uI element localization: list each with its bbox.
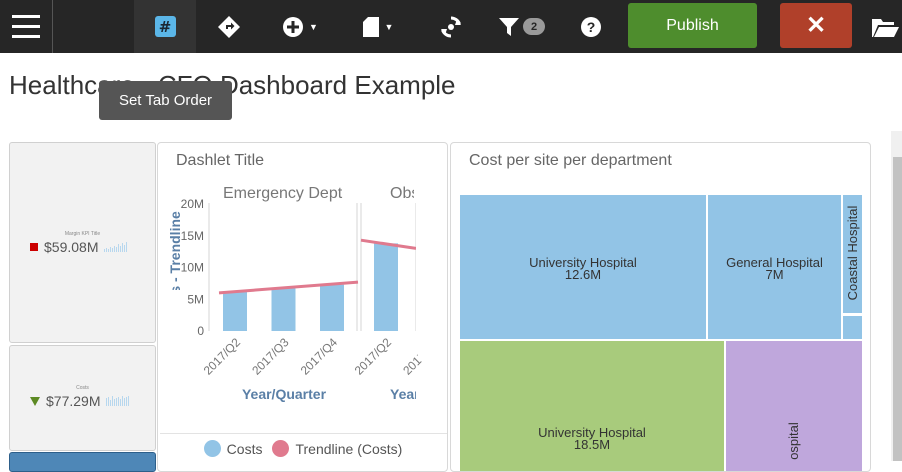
red-square-indicator-icon — [30, 243, 38, 251]
bar — [374, 243, 398, 331]
tile-label: ospital — [786, 422, 801, 460]
tile-label: General Hospital — [726, 255, 823, 270]
treemap-title: Cost per site per department — [469, 152, 672, 169]
kpi-title: Margin KPI Title — [64, 231, 101, 237]
facet-label-obs: Obs — [390, 185, 414, 202]
filter-icon — [499, 17, 519, 36]
treemap-panel[interactable]: Cost per site per department University … — [450, 142, 871, 472]
x-tick-label: 2017/Q4 — [298, 335, 341, 378]
trendline — [218, 280, 359, 295]
tab-order-button[interactable]: # — [134, 0, 196, 53]
bar — [271, 288, 296, 331]
y-tick-label: 20M — [181, 197, 204, 211]
refresh-icon[interactable] — [435, 0, 467, 53]
dashlet-title: Dashlet Title — [176, 152, 265, 169]
kpi-tile-margin[interactable]: Margin KPI Title $59.08M — [9, 142, 156, 343]
tile-label: University Hospital — [538, 425, 646, 440]
plus-circle-icon — [283, 16, 304, 37]
dashlet-panel[interactable]: Dashlet Title Emergency Dept Obs 0 5M 10M 1… — [157, 142, 448, 472]
kpi-tile-selected[interactable] — [9, 452, 156, 472]
tile-value: 7M — [765, 267, 784, 282]
page-title: Healthcare - CFO Dashboard Example — [9, 70, 456, 100]
chart-legend: Costs Trendline (Costs) — [158, 440, 447, 457]
tile-value: 18.5M — [573, 437, 611, 452]
x-tick-label: 2017/Q3 — [400, 335, 443, 378]
help-icon[interactable]: ? — [576, 0, 606, 53]
tile-label: University Hospital — [529, 255, 637, 270]
treemap-tile[interactable]: ospital — [726, 341, 862, 471]
costs-legend-swatch — [203, 440, 221, 457]
treemap-tile[interactable]: General Hospital 7M — [708, 195, 841, 339]
x-axis-title-clipped: Year/Quarter — [390, 386, 448, 402]
x-tick-label: 2017/Q2 — [201, 335, 244, 378]
y-tick-label: 0 — [197, 324, 204, 338]
kpi-value: $77.29M — [46, 393, 101, 409]
treemap-tile[interactable]: University Hospital 18.5M — [460, 341, 724, 471]
green-down-triangle-icon — [30, 396, 40, 406]
facet-label-emergency: Emergency Dept — [223, 185, 343, 202]
kpi-value: $59.08M — [44, 239, 99, 255]
x-tick-label: 2017/Q3 — [249, 335, 292, 378]
filter-count-badge: 2 — [523, 18, 545, 35]
filter-button[interactable]: 2 — [494, 0, 549, 53]
x-axis-title: Year/Quarter — [242, 386, 327, 402]
treemap-tile[interactable]: University Hospital 12.6M — [460, 195, 706, 339]
hamburger-menu-icon[interactable] — [0, 0, 52, 53]
treemap-tile[interactable]: Coastal Hospital — [843, 195, 862, 313]
tooltip: Set Tab Order — [99, 81, 232, 120]
kpi-title: Costs — [76, 385, 89, 391]
file-button[interactable]: ▼ — [355, 0, 400, 53]
trendline-legend-swatch — [272, 440, 290, 457]
close-button[interactable]: ✕ — [780, 3, 852, 48]
treemap-tile[interactable] — [843, 316, 862, 339]
y-tick-label: 5M — [187, 292, 204, 306]
x-tick-label: 2017/Q2 — [352, 335, 395, 378]
sparkline — [106, 396, 130, 406]
svg-text:?: ? — [587, 19, 596, 35]
folder-open-icon[interactable] — [868, 0, 902, 53]
tile-label: Coastal Hospital — [845, 205, 860, 301]
tile-value: 12.6M — [564, 267, 602, 282]
bar — [223, 291, 247, 331]
legend-divider — [160, 433, 447, 434]
legend-trendline[interactable]: Trendline (Costs) — [295, 440, 403, 457]
kpi-tile-costs[interactable]: Costs $77.29M — [9, 345, 156, 451]
file-icon — [362, 16, 379, 37]
top-toolbar: # ▼ ▼ 2 ? Publish ✕ — [0, 0, 902, 53]
y-tick-label: 15M — [181, 229, 204, 243]
chevron-down-icon: ▼ — [309, 21, 318, 32]
chevron-down-icon: ▼ — [384, 21, 394, 32]
bar — [423, 248, 447, 331]
trendline — [360, 238, 416, 250]
bar — [320, 284, 344, 331]
scrollbar-thumb[interactable] — [893, 157, 902, 461]
hash-icon: # — [154, 16, 176, 37]
toolbar-divider — [52, 0, 53, 53]
legend-costs[interactable]: Costs — [226, 440, 263, 457]
sparkline — [104, 242, 128, 252]
y-tick-label: 10M — [181, 261, 204, 275]
diamond-turn-icon[interactable] — [210, 0, 248, 53]
y-axis-title: Costs - Trendline — [167, 211, 183, 325]
publish-button[interactable]: Publish — [628, 3, 757, 48]
add-button[interactable]: ▼ — [275, 0, 325, 53]
